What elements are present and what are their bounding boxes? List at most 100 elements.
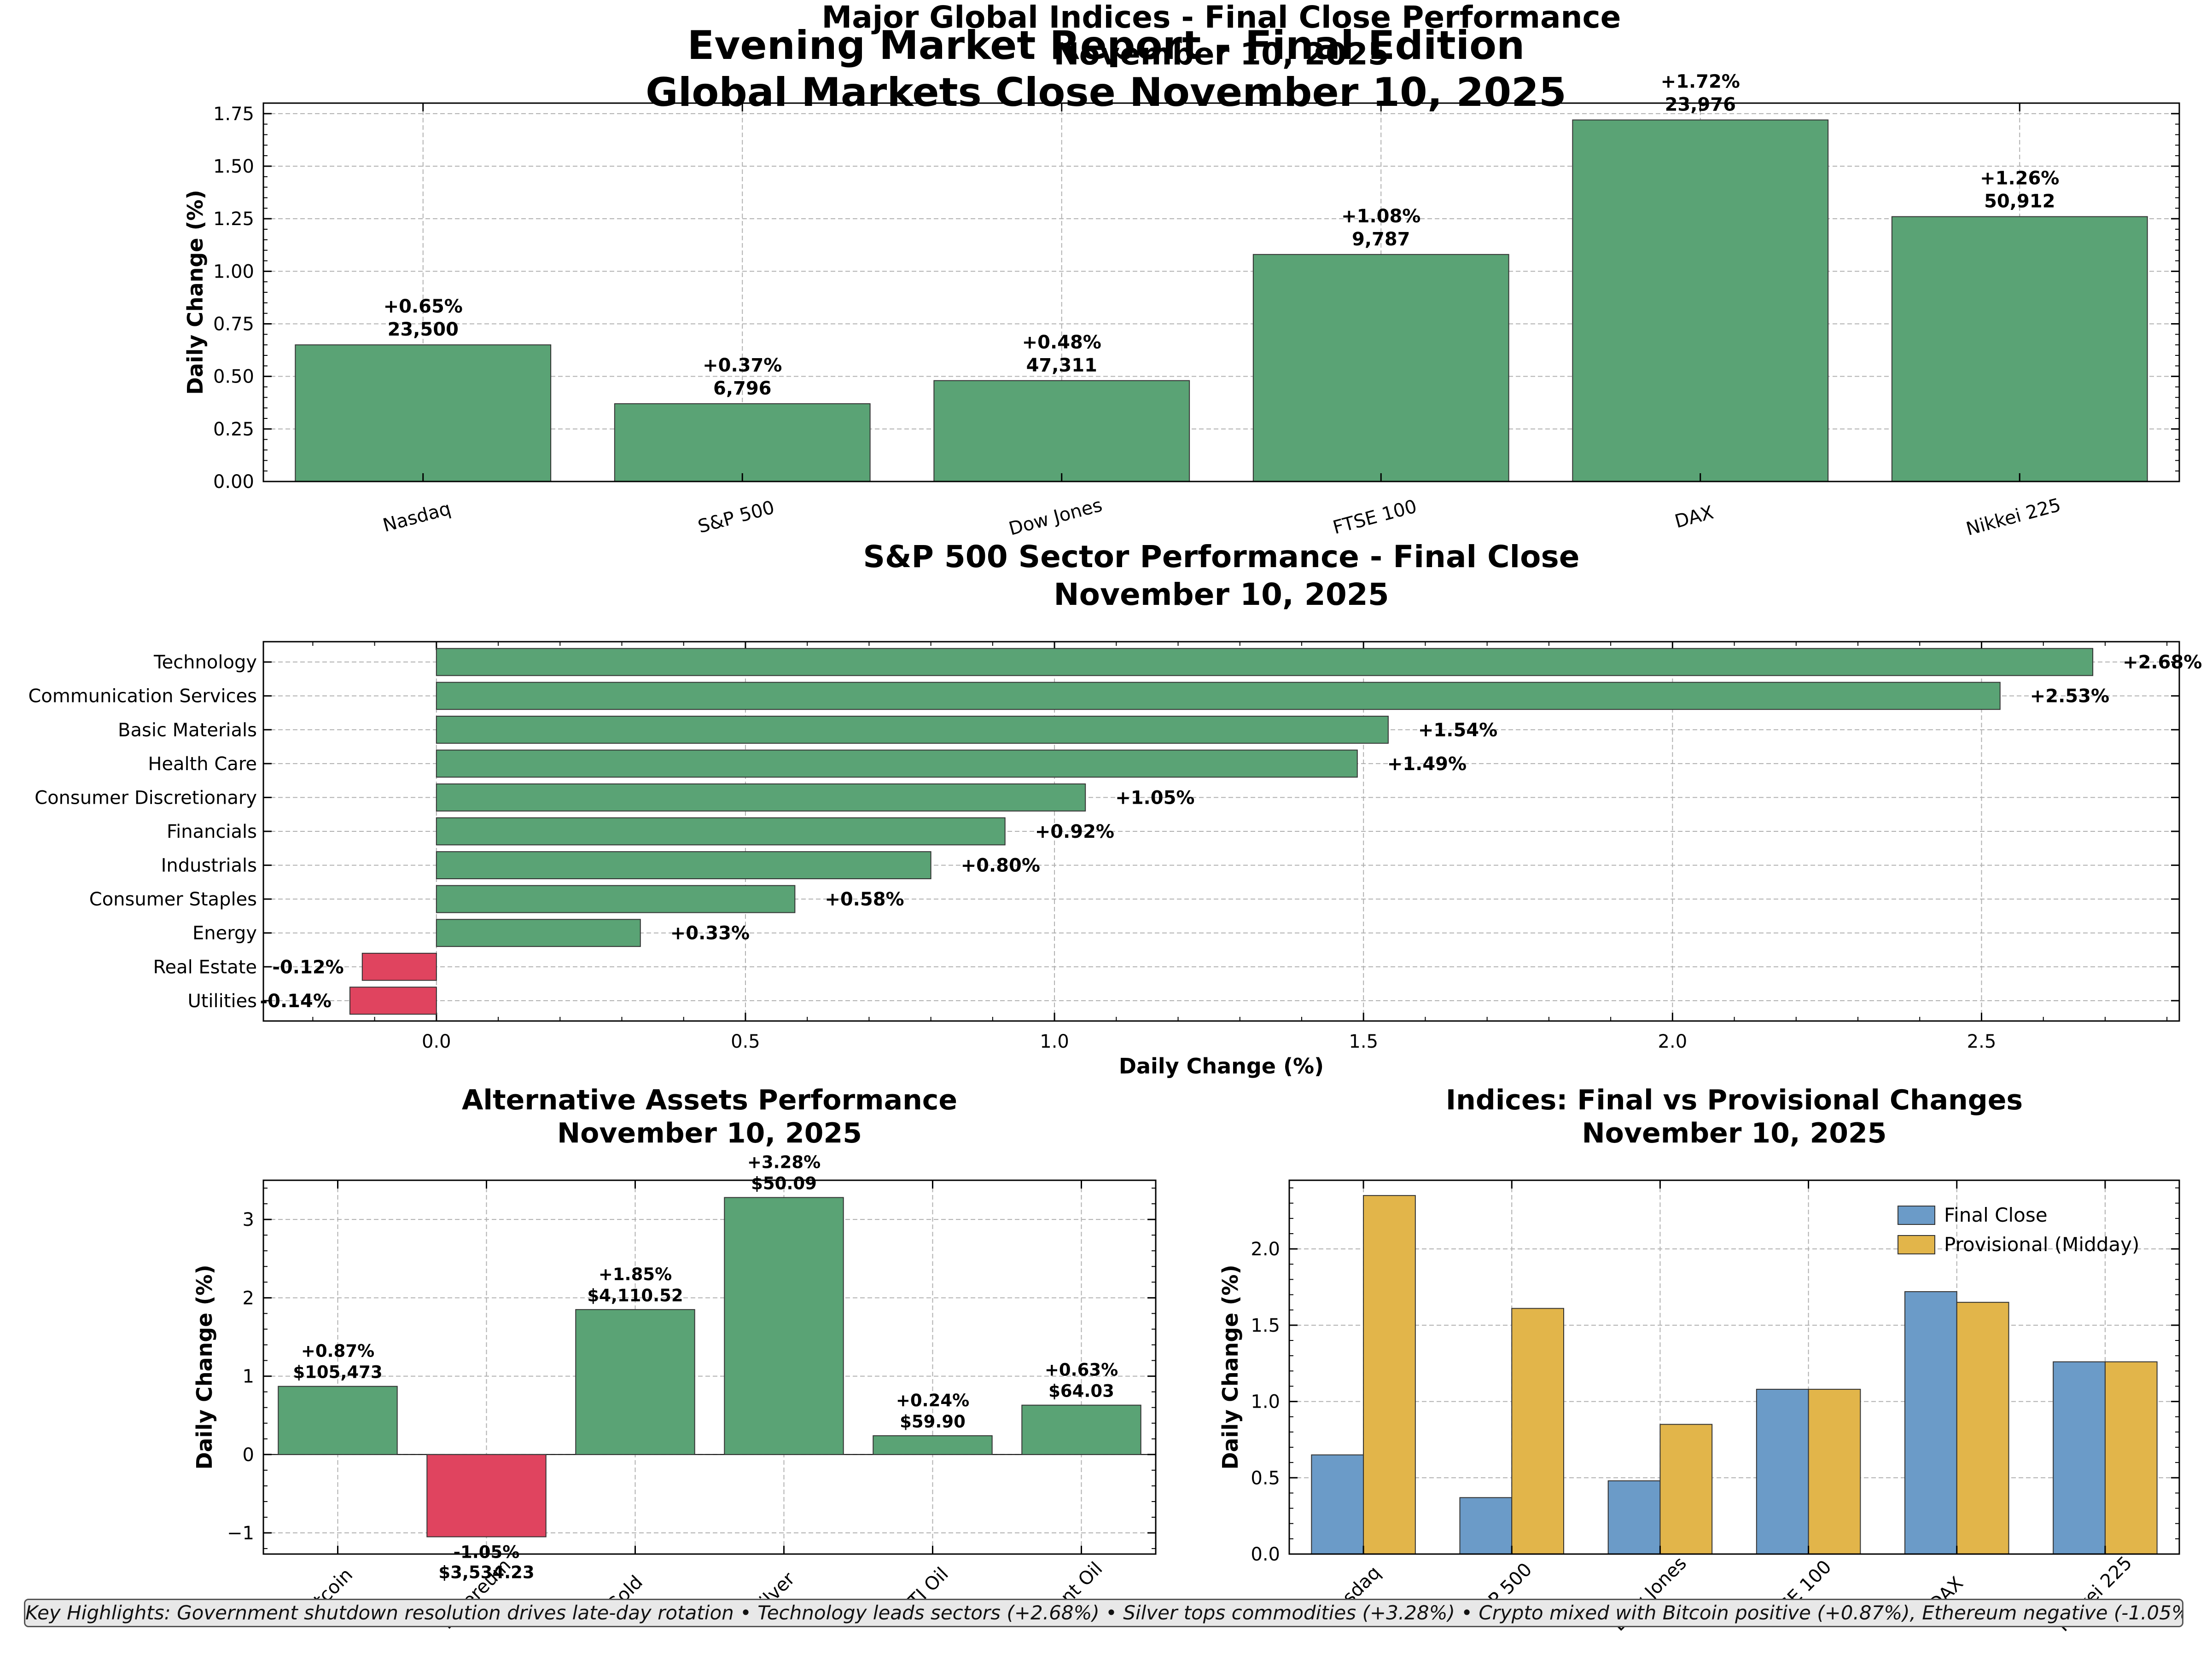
chart1-ytick-label: 0.50 — [213, 366, 254, 388]
chart4-bar-final-close-dax — [1904, 1291, 1957, 1555]
chart4-legend: Final Close Provisional (Midday) — [1898, 1204, 2139, 1256]
chart1-data-label: +1.72% — [1661, 71, 1740, 93]
chart2-data-label: +0.92% — [1035, 821, 1114, 842]
chart3-level-label: $105,473 — [293, 1363, 382, 1382]
chart2-xtick-label: 0.5 — [731, 1031, 760, 1052]
chart1-ylabel: Daily Change (%) — [183, 190, 208, 394]
chart3-data-label: +1.85% — [599, 1265, 672, 1284]
chart2-ytick-label: Financials — [167, 821, 257, 842]
chart3-data-label: +3.28% — [747, 1152, 821, 1172]
figure-title: Evening Market Report - Final Edition — [687, 23, 1525, 69]
chart1-xtick-label: DAX — [1672, 502, 1716, 532]
chart2-ytick-label: Real Estate — [153, 957, 257, 978]
chart2-data-label: +0.58% — [825, 889, 904, 910]
chart1-ytick-label: 1.25 — [213, 209, 254, 230]
chart4-ylabel: Daily Change (%) — [1218, 1265, 1243, 1469]
key-highlights-box: Key Highlights: Government shutdown reso… — [24, 1599, 2183, 1627]
chart1-bar-dax — [1572, 119, 1829, 482]
chart2-bar-utilities — [349, 986, 437, 1015]
chart4-legend-label: Provisional (Midday) — [1944, 1233, 2139, 1256]
chart1-xtick-label: Nasdaq — [381, 498, 453, 536]
chart3-subtitle: November 10, 2025 — [557, 1117, 862, 1149]
chart2-xtick-label: 1.0 — [1040, 1031, 1069, 1052]
chart4-bar-final-close-ftse-100 — [1756, 1389, 1809, 1555]
chart1-level-label: 9,787 — [1352, 229, 1410, 250]
chart3-title: Alternative Assets Performance — [462, 1084, 957, 1116]
chart2-data-label: +1.49% — [1387, 754, 1467, 775]
chart1-bar-dow-jones — [933, 380, 1190, 482]
chart4-bar-final-close-sandp-500 — [1459, 1497, 1513, 1555]
chart2-bar-industrials — [436, 851, 931, 879]
chart3-axes — [262, 1179, 1157, 1555]
chart2-axes — [262, 641, 2180, 1022]
chart4-subtitle: November 10, 2025 — [1582, 1117, 1886, 1149]
chart3-ytick-label: 2 — [243, 1288, 254, 1309]
chart4-ytick-label: 1.5 — [1251, 1315, 1280, 1336]
chart2-ytick-label: Energy — [192, 923, 257, 944]
chart2-subtitle: November 10, 2025 — [1054, 577, 1389, 612]
chart2-data-label: +2.68% — [2123, 652, 2202, 673]
chart1-xtick-label: FTSE 100 — [1331, 496, 1419, 539]
chart2-bar-technology — [436, 648, 2094, 676]
chart1-bar-nasdaq — [295, 344, 552, 482]
chart3-ylabel: Daily Change (%) — [192, 1265, 217, 1469]
chart2-ytick-label: Technology — [153, 652, 257, 673]
chart3-level-label: $64.03 — [1048, 1381, 1114, 1401]
chart1-level-label: 23,500 — [388, 319, 459, 340]
chart3-ytick-label: 0 — [243, 1444, 254, 1466]
chart1-title: Major Global Indices - Final Close Perfo… — [822, 0, 1621, 35]
chart2-bar-real-estate — [361, 952, 437, 981]
chart1-xtick-label: S&P 500 — [696, 497, 777, 537]
chart4-bar-provisional-midday-ftse-100 — [1808, 1389, 1861, 1555]
chart2-data-label: -0.14% — [260, 991, 332, 1012]
chart2-bar-communication-services — [436, 682, 2001, 710]
chart1-data-label: +1.08% — [1341, 206, 1420, 227]
chart2-ytick-label: Consumer Discretionary — [35, 787, 257, 808]
chart1-ytick-label: 1.00 — [213, 261, 254, 282]
chart3-bar-wti-oil — [873, 1435, 993, 1455]
chart3-ytick-label: −1 — [227, 1523, 254, 1544]
chart1-level-label: 6,796 — [713, 378, 772, 399]
chart2-data-label: +1.54% — [1418, 719, 1497, 741]
chart2-xtick-label: 2.5 — [1967, 1031, 1997, 1052]
chart2-ytick-label: Consumer Staples — [89, 889, 257, 910]
chart2-ytick-label: Utilities — [187, 991, 257, 1012]
chart3-ytick-label: 1 — [243, 1366, 254, 1387]
chart2-xtick-label: 0.0 — [422, 1031, 451, 1052]
chart3-level-label: $59.90 — [900, 1412, 966, 1432]
chart2-bar-health-care — [436, 749, 1358, 778]
chart4-legend-swatch — [1898, 1206, 1935, 1225]
chart2-ytick-label: Communication Services — [28, 686, 257, 707]
chart4-bar-provisional-midday-nasdaq — [1363, 1195, 1416, 1555]
chart1-ytick-label: 0.25 — [213, 419, 254, 440]
chart2-bar-basic-materials — [436, 715, 1389, 744]
chart1-bar-sandp-500 — [614, 403, 871, 482]
chart4-bar-final-close-nasdaq — [1311, 1454, 1364, 1555]
chart2-xtick-label: 1.5 — [1349, 1031, 1378, 1052]
chart3-bar-ethereum — [426, 1454, 547, 1537]
chart2-bar-energy — [436, 919, 641, 947]
chart4-bar-provisional-midday-nikkei-225 — [2104, 1361, 2158, 1555]
chart1-ytick-label: 1.75 — [213, 104, 254, 125]
chart2-ytick-label: Basic Materials — [118, 719, 257, 741]
chart1-bar-nikkei-225 — [1891, 216, 2148, 482]
chart4-title: Indices: Final vs Provisional Changes — [1446, 1084, 2023, 1116]
chart1-axes — [262, 102, 2180, 482]
chart2-data-label: +0.80% — [961, 855, 1040, 876]
chart4-bar-final-close-dow-jones — [1607, 1480, 1661, 1555]
chart1-data-label: +0.65% — [384, 296, 463, 317]
chart2-ytick-label: Health Care — [148, 754, 257, 775]
chart1-xtick-label: Nikkei 225 — [1964, 494, 2063, 540]
chart2-data-label: +1.05% — [1115, 787, 1194, 808]
chart4-ytick-label: 2.0 — [1251, 1239, 1280, 1260]
chart4-bar-provisional-midday-dax — [1956, 1302, 2009, 1555]
chart3-bar-gold — [575, 1309, 695, 1455]
chart2-xtick-label: 2.0 — [1658, 1031, 1688, 1052]
chart4-bar-final-close-nikkei-225 — [2053, 1361, 2106, 1555]
chart2-title: S&P 500 Sector Performance - Final Close — [863, 539, 1579, 574]
chart1-data-label: +0.37% — [703, 355, 782, 376]
chart2-data-label: +2.53% — [2030, 686, 2109, 707]
chart4-ytick-label: 0.5 — [1251, 1468, 1280, 1489]
chart2-bar-consumer-discretionary — [436, 783, 1086, 812]
